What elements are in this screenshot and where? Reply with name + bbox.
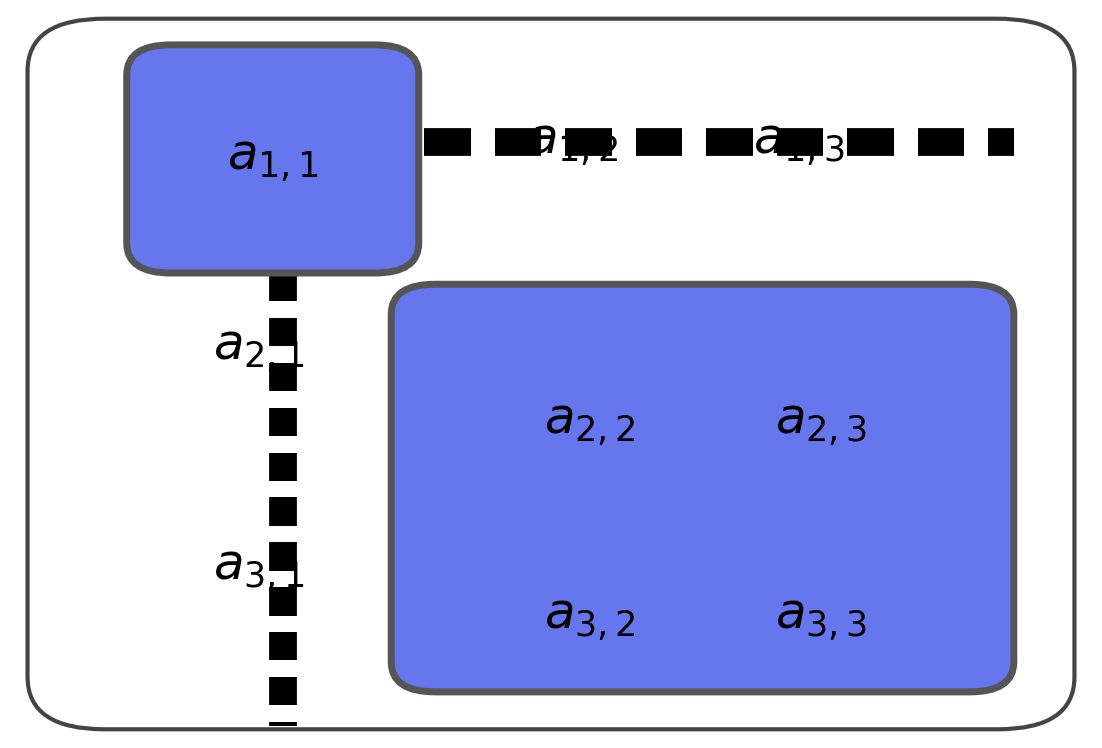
Text: $a_{2,1}$: $a_{2,1}$: [213, 323, 305, 373]
Text: $a_{2,3}$: $a_{2,3}$: [775, 398, 867, 447]
Text: $a_{2,2}$: $a_{2,2}$: [543, 398, 636, 447]
FancyBboxPatch shape: [127, 45, 419, 273]
Text: $a_{3,2}$: $a_{3,2}$: [543, 592, 636, 642]
Text: $a_{1,3}$: $a_{1,3}$: [753, 117, 845, 167]
FancyBboxPatch shape: [28, 19, 1074, 729]
Text: $a_{3,3}$: $a_{3,3}$: [775, 592, 867, 642]
FancyBboxPatch shape: [391, 284, 1014, 692]
Text: $a_{3,1}$: $a_{3,1}$: [213, 544, 305, 593]
Text: $a_{1,1}$: $a_{1,1}$: [227, 134, 320, 183]
Text: $a_{1,2}$: $a_{1,2}$: [527, 117, 619, 167]
